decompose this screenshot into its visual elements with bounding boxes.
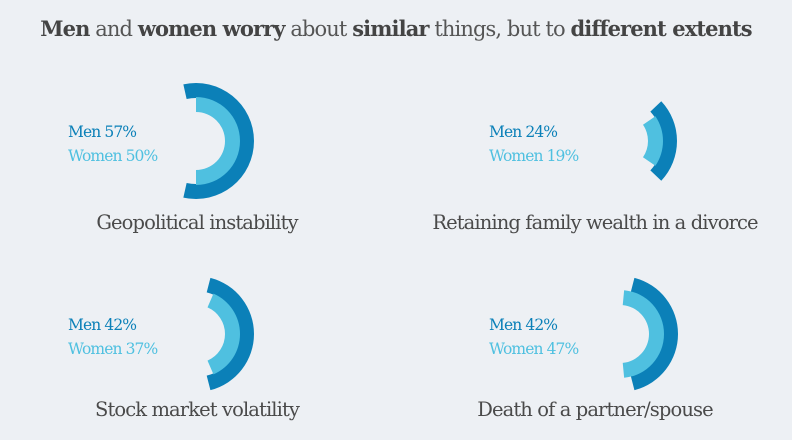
women-arc [642,116,663,166]
women-value-label: Women 50% [68,147,158,165]
category-label: Stock market volatility [95,398,300,421]
title-segment: things, but to [428,17,571,41]
men-arc [183,83,254,200]
title-segment: women worry [137,16,286,41]
women-arc [622,290,665,378]
men-value-label: Men 42% [489,316,557,334]
men-arc [206,277,254,391]
men-value-label: Men 24% [489,123,557,141]
title-segment: different extents [570,16,752,41]
women-value-label: Women 37% [68,340,158,358]
category-label: Geopolitical instability [96,211,298,234]
arc-panel: Men 42% Women 47% Death of a partner/spous… [477,277,714,421]
arc-panel: Men 24% Women 19% Retaining family wealth … [432,101,759,234]
title-segment: similar [352,16,429,41]
category-label: Death of a partner/spouse [477,398,713,421]
men-arc [630,277,678,391]
men-value-label: Men 57% [68,123,136,141]
category-label: Retaining family wealth in a divorce [432,211,758,234]
title-segment: and [89,17,138,41]
arc-panel: Men 57% Women 50% Geopolitical instability [68,83,299,234]
chart-title: Men and women worry about similar things… [0,16,792,41]
men-arc [650,101,677,181]
arc-panel: Men 42% Women 37% Stock market volatility [68,277,301,421]
women-arc [207,293,240,375]
women-value-label: Women 19% [489,147,579,165]
men-value-label: Men 42% [68,316,136,334]
title-segment: Men [40,16,90,41]
women-arc [196,97,240,185]
title-segment: about [284,17,353,41]
women-value-label: Women 47% [489,340,579,358]
